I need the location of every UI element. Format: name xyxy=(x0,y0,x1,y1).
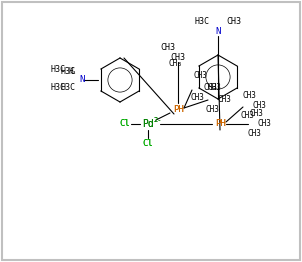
Text: 2-: 2- xyxy=(154,117,162,123)
Text: CH3: CH3 xyxy=(160,42,175,52)
Text: CH3: CH3 xyxy=(240,111,254,119)
Text: CH3: CH3 xyxy=(203,84,217,92)
Text: N: N xyxy=(215,28,221,36)
Text: PH: PH xyxy=(215,119,225,128)
Text: H3C: H3C xyxy=(50,66,66,74)
Text: H: H xyxy=(69,68,73,77)
Text: CH3: CH3 xyxy=(190,94,204,102)
Text: CH3: CH3 xyxy=(249,110,263,118)
Text: CH3: CH3 xyxy=(217,96,231,105)
Text: N: N xyxy=(79,74,85,84)
Text: CH3: CH3 xyxy=(205,106,219,114)
Text: H3C: H3C xyxy=(50,84,66,92)
Text: H3C: H3C xyxy=(60,84,76,92)
Text: H3C: H3C xyxy=(194,18,210,26)
Text: 2-: 2- xyxy=(154,117,162,123)
Text: CH3: CH3 xyxy=(193,72,207,80)
Text: CH₃: CH₃ xyxy=(168,59,182,68)
Text: CH3: CH3 xyxy=(252,101,266,110)
Text: Cl: Cl xyxy=(120,119,130,128)
Text: CH3: CH3 xyxy=(171,52,185,62)
Text: CH3: CH3 xyxy=(247,129,261,139)
Text: Pd: Pd xyxy=(142,119,154,129)
Text: Cl: Cl xyxy=(143,139,153,149)
Text: Pd: Pd xyxy=(142,119,154,129)
Text: CH3: CH3 xyxy=(257,119,271,128)
Text: CH3: CH3 xyxy=(242,90,256,100)
Text: PH: PH xyxy=(215,119,225,128)
Text: PH: PH xyxy=(173,105,183,113)
Text: CH3: CH3 xyxy=(207,84,221,92)
Text: Cl: Cl xyxy=(143,139,153,149)
Text: ₃: ₃ xyxy=(72,69,76,75)
Text: CH3: CH3 xyxy=(226,18,242,26)
Text: Cl: Cl xyxy=(120,119,130,128)
Text: PH: PH xyxy=(173,105,183,113)
Text: H3C: H3C xyxy=(60,68,76,77)
